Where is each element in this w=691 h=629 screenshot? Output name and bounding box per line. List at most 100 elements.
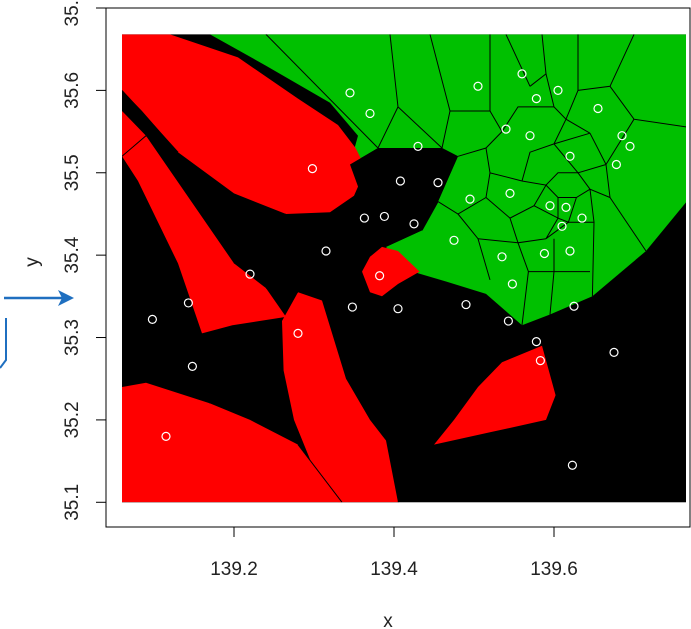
- data-point: [531, 337, 542, 347]
- data-point: [501, 124, 511, 134]
- data-point: [535, 355, 546, 366]
- data-point: [505, 188, 515, 198]
- data-point: [525, 131, 535, 141]
- voronoi-edge: [122, 135, 179, 157]
- data-point: [359, 213, 369, 223]
- y-tick-label: 35.6: [62, 72, 83, 109]
- data-point: [393, 304, 403, 314]
- data-point: [617, 131, 627, 141]
- annotation-arrow: [0, 290, 74, 369]
- data-point: [517, 69, 527, 79]
- data-point: [293, 328, 303, 339]
- voronoi-edge: [485, 184, 547, 219]
- voronoi-edge: [553, 132, 591, 145]
- voronoi-edge: [201, 333, 211, 404]
- data-point: [449, 235, 459, 245]
- class-region-red: [122, 111, 286, 334]
- data-point: [577, 213, 587, 223]
- data-point: [147, 314, 157, 324]
- y-tick-label: 35.4: [62, 236, 83, 273]
- data-point: [187, 361, 197, 371]
- x-axis-title: x: [383, 611, 393, 629]
- voronoi-edges-lower: [122, 90, 686, 503]
- x-tick-label: 139.4: [370, 559, 418, 580]
- voronoi-edge: [553, 118, 567, 145]
- voronoi-edge: [545, 184, 591, 198]
- data-point: [553, 85, 563, 95]
- voronoi-edge: [533, 205, 559, 219]
- data-point: [365, 108, 375, 119]
- data-point: [507, 279, 518, 289]
- class-region-red: [122, 382, 342, 503]
- data-point: [321, 246, 331, 256]
- data-point: [245, 269, 255, 279]
- y-tick-label: 35.1: [62, 484, 83, 521]
- data-point: [567, 460, 578, 470]
- voronoi-edge: [437, 172, 491, 215]
- voronoi-edge: [397, 106, 443, 149]
- voronoi-edge: [541, 34, 547, 74]
- voronoi-edge: [549, 271, 555, 315]
- class-region-red-group: [122, 34, 556, 503]
- class-region-green-group: [210, 34, 686, 326]
- voronoi-edge: [421, 201, 439, 231]
- voronoi-edge: [555, 394, 686, 444]
- x-axis: 139.2 139.4 139.6: [210, 526, 578, 580]
- data-point: [413, 141, 423, 151]
- x-tick-label: 139.6: [530, 559, 578, 580]
- data-point: [565, 151, 575, 161]
- voronoi-edge: [521, 172, 578, 186]
- voronoi-edge: [233, 213, 287, 264]
- data-point: [561, 202, 571, 212]
- data-point: [461, 299, 471, 310]
- x-tick-label: 139.2: [210, 559, 258, 580]
- data-point: [183, 298, 193, 308]
- data-point: [465, 194, 475, 204]
- voronoi-edge: [477, 238, 519, 244]
- data-point: [609, 347, 619, 357]
- data-point: [503, 316, 513, 326]
- data-point: [379, 211, 389, 222]
- voronoi-edge: [521, 143, 555, 182]
- class-region-red: [362, 246, 420, 297]
- class-region-red: [122, 34, 366, 215]
- data-point: [409, 219, 419, 229]
- arrow-head: [58, 290, 74, 306]
- data-point: [611, 159, 622, 170]
- y-tick-label: 35.7: [62, 0, 83, 26]
- y-axis-title: y: [22, 257, 43, 267]
- class-region-black: [350, 148, 458, 247]
- data-point: [345, 88, 355, 98]
- data-point: [161, 431, 171, 441]
- data-point: [307, 164, 317, 174]
- voronoi-edge: [321, 271, 363, 301]
- voronoi-edge: [122, 90, 179, 153]
- voronoi-edge: [397, 444, 435, 503]
- data-point: [569, 301, 579, 311]
- voronoi-edge: [265, 34, 379, 149]
- data-point: [565, 246, 575, 256]
- voronoi-edge: [297, 444, 343, 503]
- y-tick-label: 35.2: [62, 401, 83, 438]
- data-point: [497, 252, 507, 262]
- data-point: [473, 81, 483, 91]
- data-point: [545, 201, 555, 211]
- voronoi-edge: [505, 34, 531, 87]
- data-point: [531, 94, 542, 104]
- voronoi-edges: [265, 34, 686, 326]
- voronoi-edge: [501, 106, 554, 132]
- cropped-annotation-glyph: [0, 318, 7, 369]
- voronoi-edge: [265, 287, 299, 293]
- class-region-red: [434, 345, 556, 445]
- voronoi-edge: [557, 197, 577, 223]
- y-axis: 35.1 35.2 35.3 35.4 35.5 35.6 35.7: [62, 0, 107, 521]
- data-point: [625, 141, 635, 151]
- data-point: [395, 176, 405, 186]
- data-point: [375, 271, 385, 281]
- data-point: [557, 221, 567, 231]
- class-region-black-group: [350, 148, 458, 247]
- data-point: [539, 248, 550, 259]
- voronoi-edge: [529, 73, 555, 108]
- class-region-green: [210, 34, 686, 326]
